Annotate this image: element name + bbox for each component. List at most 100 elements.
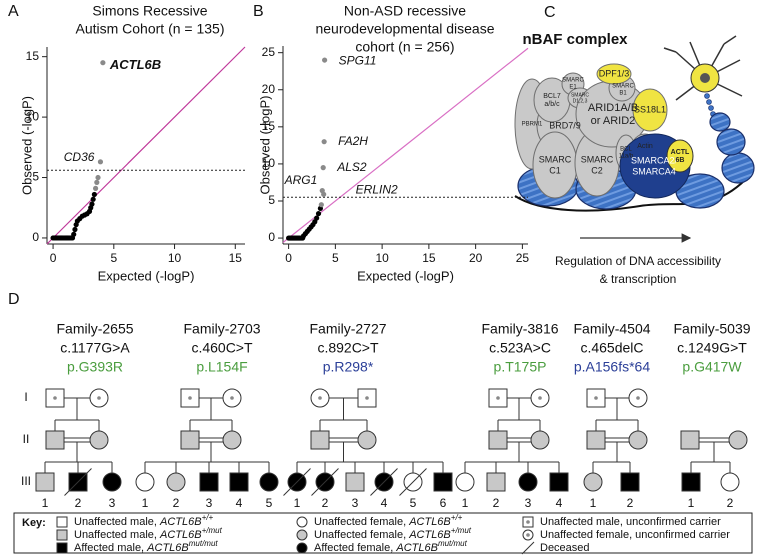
x-tick-label: 5 — [110, 251, 117, 265]
female-symbol — [283, 468, 311, 496]
mutation: c.465delC — [580, 340, 643, 356]
square — [433, 472, 453, 492]
square — [549, 472, 569, 492]
subunit-label: ARID1A/B — [588, 102, 638, 114]
y-tick-label: 25 — [262, 45, 276, 59]
square — [680, 430, 700, 450]
male-symbol — [45, 388, 65, 408]
x-tick-label: 10 — [168, 251, 182, 265]
subunit-labels: PBRM1 BCL7 a/b/c SMARC E1 SMARC D1,2,3 D… — [522, 68, 690, 176]
female-symbol — [455, 472, 475, 492]
male-symbol — [310, 430, 330, 450]
deceased-slash — [283, 468, 311, 496]
individual-number: 5 — [410, 496, 417, 510]
x-tick-label: 15 — [422, 251, 436, 265]
key-gene: ACTL6B — [408, 516, 451, 528]
female-symbol — [222, 430, 242, 450]
circle — [357, 430, 377, 450]
point — [318, 202, 324, 208]
chart-title: cohort (n = 256) — [355, 39, 454, 55]
circle — [135, 472, 155, 492]
circle — [296, 516, 308, 528]
subunit-label: E1 — [569, 85, 577, 91]
key-genotype: mut/mut — [438, 539, 468, 548]
key-gene: ACTL6B — [146, 542, 189, 554]
female-symbol — [222, 388, 242, 408]
subunit-label: ACTL — [671, 149, 690, 156]
female-symbol — [530, 388, 550, 408]
male-symbol — [64, 468, 92, 496]
male-symbol — [35, 472, 55, 492]
point — [72, 226, 78, 233]
point-label: ACTL6B — [109, 57, 161, 72]
square — [488, 430, 508, 450]
carrier-dot — [318, 396, 322, 400]
male-symbol — [56, 542, 68, 554]
male-symbol — [681, 472, 701, 492]
female-symbol — [357, 430, 377, 450]
family-name: Family-2655 — [56, 321, 133, 337]
male-symbol — [199, 472, 219, 492]
female-symbol — [518, 472, 538, 492]
square — [56, 529, 68, 541]
key-label: Unaffected female, ACTL6B+/mut — [314, 526, 472, 541]
caption: Regulation of DNA accessibility — [555, 254, 721, 268]
individual-number: 4 — [236, 496, 243, 510]
female-symbol — [310, 388, 330, 408]
subunit-label: SMARC — [562, 78, 584, 84]
generation-label: I — [24, 390, 27, 404]
individual-number: 2 — [727, 496, 734, 510]
subunit-label: SMARC — [571, 92, 589, 98]
y-tick-label: 10 — [262, 156, 276, 170]
male-symbol — [680, 430, 700, 450]
female-symbol — [89, 388, 109, 408]
square — [56, 542, 68, 554]
x-tick-label: 20 — [469, 251, 483, 265]
y-tick-label: 15 — [26, 49, 40, 63]
square — [229, 472, 249, 492]
chart-title: Autism Cohort (n = 135) — [75, 21, 224, 37]
subunit-label: SMARCA4 — [632, 166, 676, 176]
key-label: Deceased — [540, 542, 590, 554]
key-genotype: mut/mut — [189, 539, 219, 548]
x-axis-label: Expected (-logP) — [98, 268, 195, 283]
subunit-label: C1 — [549, 165, 561, 175]
y-axis-label: Observed (-logP) — [257, 96, 272, 195]
subunit-label: BRD7/9 — [549, 120, 581, 130]
x-tick-label: 0 — [285, 251, 292, 265]
protein-change: p.L154F — [196, 359, 247, 375]
point-label: FA2H — [338, 134, 368, 148]
point — [320, 165, 326, 171]
key-text: Unaffected female, unconfirmed carrier — [540, 529, 730, 541]
circle — [259, 472, 279, 492]
individual-number: 3 — [525, 496, 532, 510]
circle — [628, 430, 648, 450]
key-label: Unaffected female, ACTL6B+/+ — [314, 513, 463, 528]
point — [71, 231, 77, 237]
deceased-slash — [64, 468, 92, 496]
chart-title: Non-ASD recessive — [344, 3, 466, 19]
key-title: Key: — [22, 517, 46, 529]
key-text: Deceased — [540, 542, 590, 554]
individual-number: 1 — [294, 496, 301, 510]
subunit-label: or ARID2 — [591, 115, 636, 127]
point — [322, 57, 328, 63]
point — [92, 185, 99, 192]
individual-number: 2 — [493, 496, 500, 510]
female-symbol — [628, 430, 648, 450]
key-gene: ACTL6B — [159, 516, 202, 528]
circle — [583, 472, 603, 492]
female-symbol — [135, 472, 155, 492]
individual-number: 6 — [440, 496, 447, 510]
individual-number: 2 — [75, 496, 82, 510]
point — [95, 174, 101, 181]
subunit-label: SMARC — [539, 154, 572, 164]
key-genotype: +/mut — [202, 526, 223, 535]
key-text: Unaffected male, unconfirmed carrier — [540, 516, 721, 528]
individual-number: 1 — [142, 496, 149, 510]
key-genotype: +/+ — [451, 513, 463, 522]
circle — [296, 542, 308, 554]
panel-letter: C — [544, 4, 556, 21]
individual-number: 2 — [173, 496, 180, 510]
individual-number: 1 — [42, 496, 49, 510]
